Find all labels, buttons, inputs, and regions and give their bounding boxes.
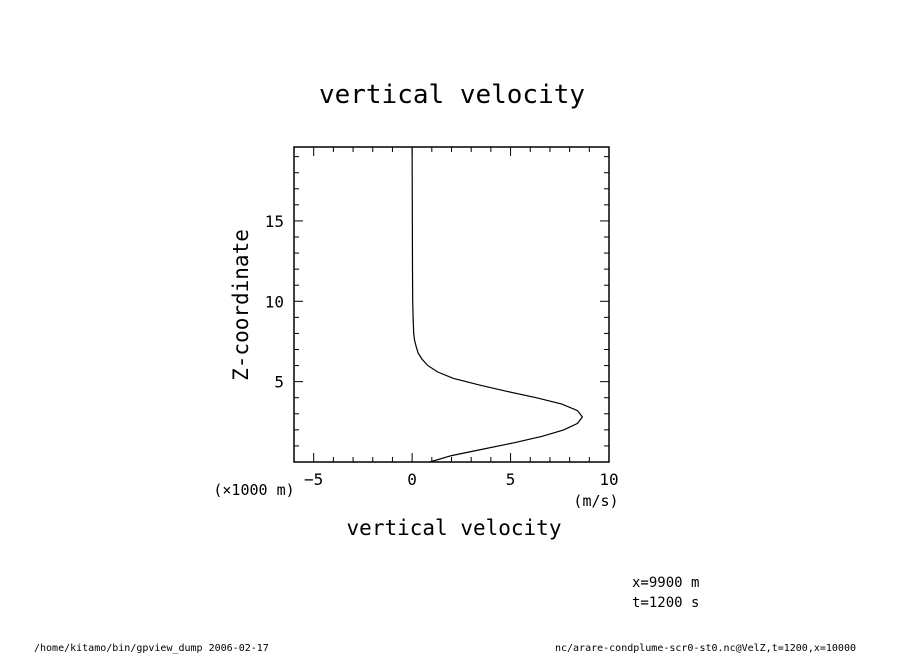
y-tick-label: 15	[265, 212, 284, 231]
x-tick-label: 10	[599, 470, 618, 489]
axis-ticks	[293, 147, 610, 463]
y-axis-title: Z-coordinate	[229, 229, 253, 381]
x-tick-label: 5	[506, 470, 516, 489]
y-unit-label: (×1000 m)	[213, 481, 294, 499]
x-unit-label: (m/s)	[573, 492, 618, 510]
x-tick-label: 0	[407, 470, 417, 489]
chart-title: vertical velocity	[319, 80, 585, 110]
y-tick-label: 5	[274, 373, 284, 392]
x-tick-label: −5	[304, 470, 323, 489]
plot-frame	[293, 146, 610, 463]
x-axis-title: vertical velocity	[347, 516, 562, 540]
footer-right: nc/arare-condplume-scr0-st0.nc@VelZ,t=12…	[555, 643, 856, 654]
footer-left: /home/kitamo/bin/gpview_dump 2006-02-17	[34, 643, 269, 654]
tick-labels: −5 0 5 10 5 10 15	[265, 212, 619, 489]
series-line-vertical-velocity	[411, 146, 584, 463]
time-info: t=1200 s	[632, 595, 699, 611]
y-tick-label: 10	[265, 292, 284, 311]
x-position-info: x=9900 m	[632, 575, 699, 591]
